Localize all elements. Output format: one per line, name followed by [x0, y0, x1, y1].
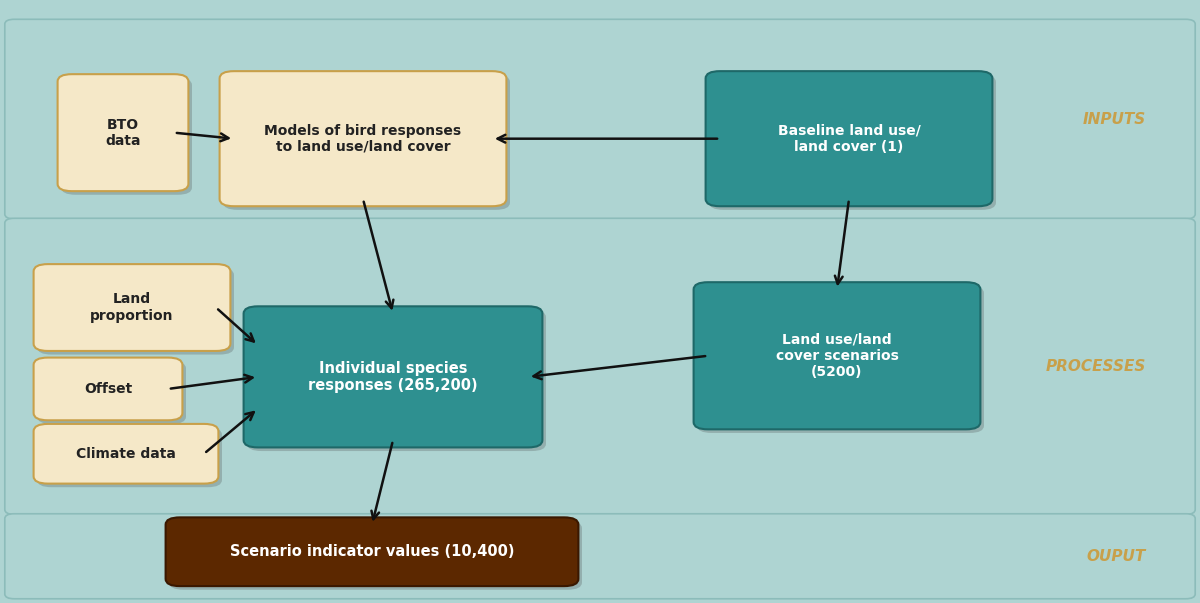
- FancyBboxPatch shape: [58, 74, 188, 191]
- FancyBboxPatch shape: [61, 78, 192, 195]
- FancyBboxPatch shape: [37, 268, 234, 355]
- Text: INPUTS: INPUTS: [1082, 112, 1146, 127]
- FancyBboxPatch shape: [169, 521, 582, 590]
- Text: Scenario indicator values (10,400): Scenario indicator values (10,400): [229, 545, 515, 559]
- Text: Individual species
responses (265,200): Individual species responses (265,200): [308, 361, 478, 393]
- FancyBboxPatch shape: [709, 75, 996, 210]
- Text: OUPUT: OUPUT: [1087, 549, 1146, 564]
- Text: PROCESSES: PROCESSES: [1045, 359, 1146, 374]
- Text: Models of bird responses
to land use/land cover: Models of bird responses to land use/lan…: [264, 124, 462, 154]
- FancyBboxPatch shape: [166, 517, 578, 586]
- Text: Climate data: Climate data: [76, 447, 176, 461]
- FancyBboxPatch shape: [5, 218, 1195, 514]
- FancyBboxPatch shape: [706, 71, 992, 206]
- FancyBboxPatch shape: [244, 306, 542, 447]
- FancyBboxPatch shape: [247, 310, 546, 451]
- FancyBboxPatch shape: [34, 424, 218, 484]
- Text: Offset: Offset: [84, 382, 132, 396]
- FancyBboxPatch shape: [220, 71, 506, 206]
- FancyBboxPatch shape: [34, 264, 230, 351]
- FancyBboxPatch shape: [5, 19, 1195, 219]
- FancyBboxPatch shape: [223, 75, 510, 210]
- Text: Land
proportion: Land proportion: [90, 292, 174, 323]
- Text: Baseline land use/
land cover (1): Baseline land use/ land cover (1): [778, 124, 920, 154]
- FancyBboxPatch shape: [697, 286, 984, 433]
- FancyBboxPatch shape: [5, 514, 1195, 599]
- FancyBboxPatch shape: [37, 428, 222, 487]
- FancyBboxPatch shape: [34, 358, 182, 420]
- Text: BTO
data: BTO data: [106, 118, 140, 148]
- FancyBboxPatch shape: [37, 361, 186, 424]
- FancyBboxPatch shape: [694, 282, 980, 429]
- Text: Land use/land
cover scenarios
(5200): Land use/land cover scenarios (5200): [775, 333, 899, 379]
